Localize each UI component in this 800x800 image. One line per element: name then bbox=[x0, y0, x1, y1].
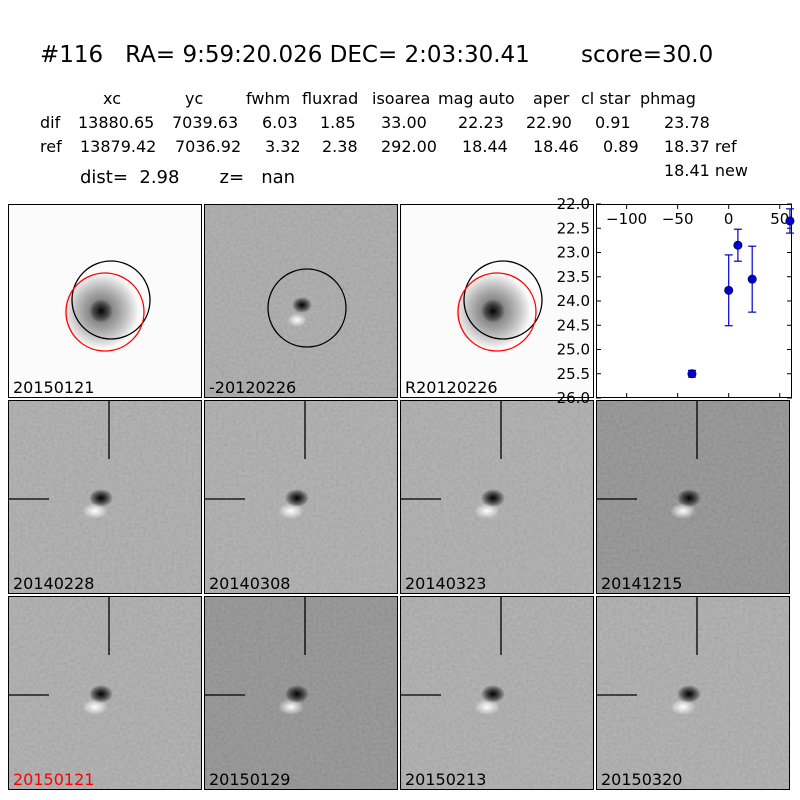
table-cell: 6.03 bbox=[262, 113, 298, 132]
y-tick-label: 22.0 bbox=[557, 195, 590, 213]
table-header: fwhm bbox=[246, 89, 291, 108]
y-tick-label: 23.0 bbox=[557, 244, 590, 262]
table-header: cl star bbox=[581, 89, 631, 108]
y-tick-label: 25.5 bbox=[557, 365, 590, 383]
image-panel: 20150320 bbox=[596, 596, 790, 790]
table-cell: 7039.63 bbox=[172, 113, 239, 132]
table-cell: 292.00 bbox=[381, 137, 437, 156]
data-point bbox=[785, 208, 795, 234]
panel-date-label: 20140323 bbox=[405, 574, 487, 593]
image-panel: 20140228 bbox=[8, 400, 202, 594]
table-header: isoarea bbox=[372, 89, 431, 108]
page-title: #116 RA= 9:59:20.026 DEC= 2:03:30.41 sco… bbox=[40, 42, 714, 68]
table-cell: 23.78 bbox=[664, 113, 710, 132]
panel-date-label: 20150213 bbox=[405, 770, 487, 789]
table-header: aper bbox=[533, 89, 570, 108]
table-cell: 18.46 bbox=[533, 137, 579, 156]
image-panel: 20140308 bbox=[204, 400, 398, 594]
panel-date-label: 20140228 bbox=[13, 574, 95, 593]
image-panel: 20150129 bbox=[204, 596, 398, 790]
dist-z-text: dist= 2.98 z= nan bbox=[80, 167, 296, 188]
table-cell: 22.23 bbox=[458, 113, 504, 132]
table-cell: 3.32 bbox=[265, 137, 301, 156]
panel-date-label: 20150320 bbox=[601, 770, 683, 789]
table-cell: 33.00 bbox=[381, 113, 427, 132]
x-tick-label: −100 bbox=[606, 210, 647, 228]
data-point bbox=[733, 228, 743, 262]
x-tick-label: 0 bbox=[724, 210, 734, 228]
panel-date-label: 20150121 bbox=[13, 378, 95, 397]
lightcurve-chart: 22.0 22.5 23.0 23.5 24.0 24.5 25.0 25.5 26.0 −50 0… bbox=[557, 195, 795, 407]
table-cell: 0.89 bbox=[603, 137, 639, 156]
panel-date-label: 20150121 bbox=[13, 770, 95, 789]
chart-frame bbox=[596, 204, 792, 398]
table-header: mag auto bbox=[438, 89, 515, 108]
data-point bbox=[724, 254, 734, 327]
table-cell: 13880.65 bbox=[78, 113, 155, 132]
table-row-label: ref bbox=[40, 137, 62, 156]
table-cell: 2.38 bbox=[322, 137, 358, 156]
y-tick-label: 23.5 bbox=[557, 268, 590, 286]
data-point bbox=[687, 369, 697, 379]
y-tick-label: 22.5 bbox=[557, 219, 590, 237]
table-header: phmag bbox=[640, 89, 696, 108]
image-panel: R20120226 bbox=[400, 204, 594, 398]
image-panel: 20150213 bbox=[400, 596, 594, 790]
x-tick-label: −50 bbox=[662, 210, 694, 228]
image-panel: 20140323 bbox=[400, 400, 594, 594]
table-cell: 22.90 bbox=[526, 113, 572, 132]
panel-date-label: 20141215 bbox=[601, 574, 683, 593]
panel-date-label: -20120226 bbox=[209, 378, 297, 397]
table-header: fluxrad bbox=[302, 89, 359, 108]
table-cell: 7036.92 bbox=[175, 137, 242, 156]
panel-date-label: 20140308 bbox=[209, 574, 291, 593]
table-header: xc bbox=[103, 89, 121, 108]
y-tick-label: 24.5 bbox=[557, 316, 590, 334]
table-cell: 18.37 ref bbox=[664, 137, 737, 156]
panel-date-label: 20150129 bbox=[209, 770, 291, 789]
image-panel: -20120226 bbox=[204, 204, 398, 398]
y-tick-label: 25.0 bbox=[557, 341, 590, 359]
image-panel: 20141215 bbox=[596, 400, 790, 594]
lightcurve-svg: 22.0 22.5 23.0 23.5 24.0 24.5 25.0 25.5 26.0 −50 0… bbox=[557, 195, 795, 407]
table-cell: 1.85 bbox=[320, 113, 356, 132]
data-point bbox=[747, 245, 757, 313]
table-row-label: dif bbox=[40, 113, 61, 132]
y-tick-label: 26.0 bbox=[557, 389, 590, 407]
image-panel: 20150121 bbox=[8, 596, 202, 790]
image-panel: 20150121 bbox=[8, 204, 202, 398]
table-cell-new-phmag: 18.41 new bbox=[664, 161, 748, 180]
y-tick-label: 24.0 bbox=[557, 292, 590, 310]
x-tick-label: 50 bbox=[770, 210, 789, 228]
table-cell: 13879.42 bbox=[80, 137, 157, 156]
table-header: yc bbox=[185, 89, 204, 108]
table-cell: 0.91 bbox=[595, 113, 631, 132]
table-cell: 18.44 bbox=[462, 137, 508, 156]
panel-date-label: R20120226 bbox=[405, 378, 498, 397]
